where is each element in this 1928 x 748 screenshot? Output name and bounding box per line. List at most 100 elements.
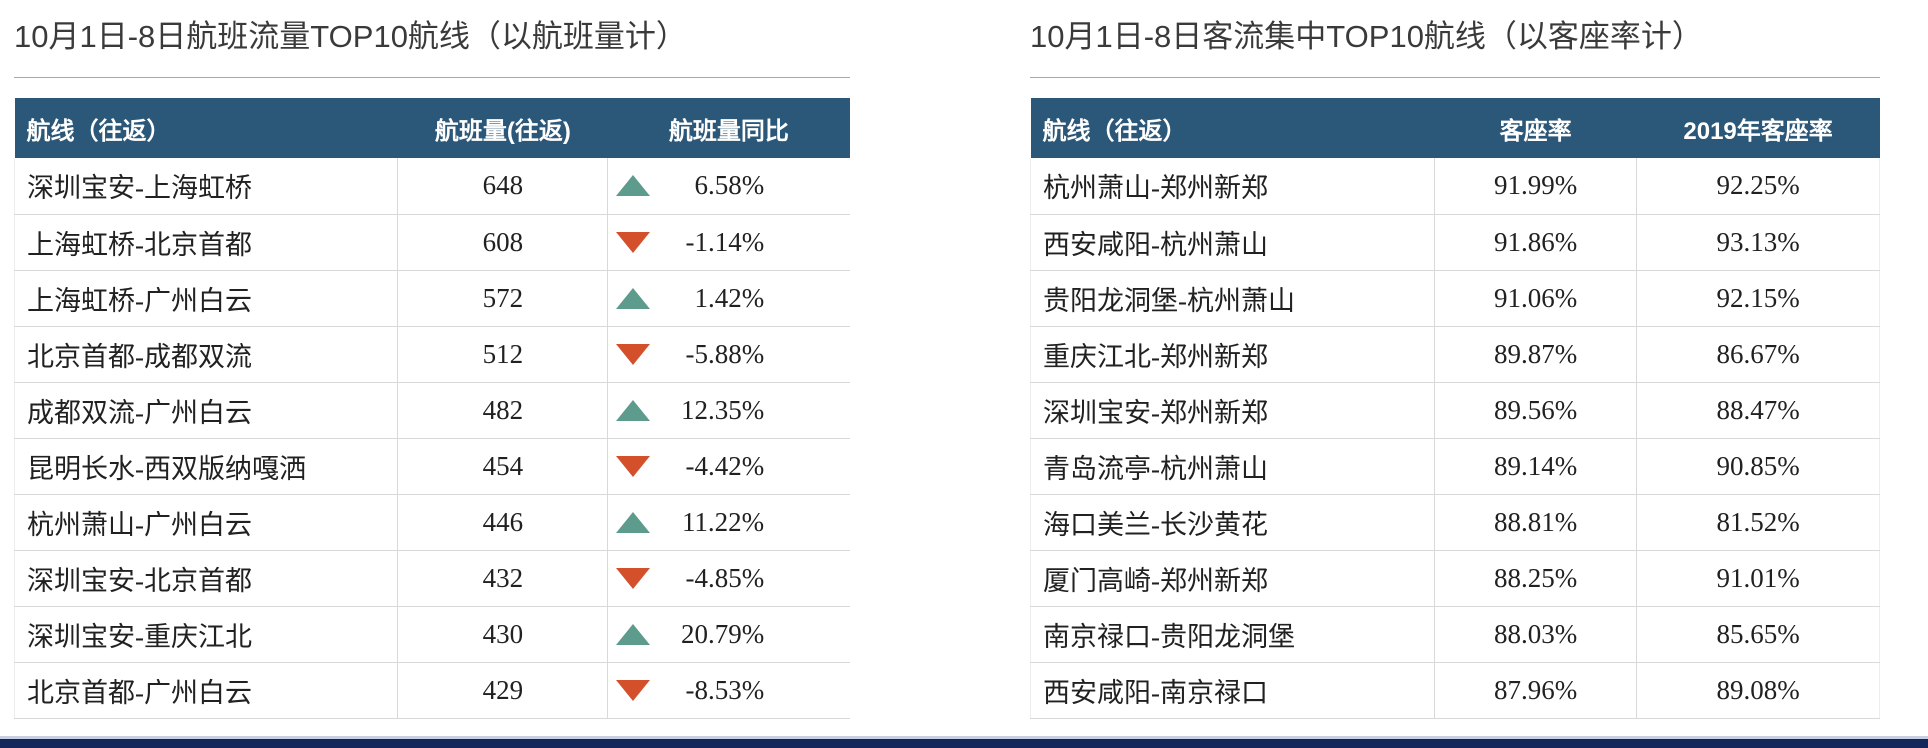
flight-count-cell: 482 [397,382,609,439]
flight-count-cell: 446 [397,494,609,551]
flight-yoy-cell: 1.42% [608,283,850,314]
flight-yoy-cell: -8.53% [608,675,850,706]
load-factor-2019-cell: 89.08% [1636,662,1880,719]
table-row: 杭州萧山-郑州新郑 91.99% 92.25% [1029,158,1880,215]
flight-count-cell: 608 [397,214,609,271]
load-factor-2019-cell: 81.52% [1636,494,1880,551]
route-cell: 杭州萧山-广州白云 [13,494,398,551]
load-factor-cell: 91.06% [1434,270,1638,327]
flight-yoy-cell: 11.22% [608,507,850,538]
load-factor-cell: 88.81% [1434,494,1638,551]
route-cell: 重庆江北-郑州新郑 [1029,326,1435,383]
load-factor-2019-cell: 86.67% [1636,326,1880,383]
bottom-divider-bar [0,736,1928,748]
table-row: 上海虹桥-广州白云 572 1.42% [13,270,850,327]
trend-down-icon [616,231,651,253]
load-factor-table-title: 10月1日-8日客流集中TOP10航线（以客座率计） [1030,14,1880,78]
trend-up-icon [616,287,651,309]
load-factor-2019-cell: 92.25% [1636,158,1880,215]
load-factor-cell: 87.96% [1434,662,1638,719]
trend-up-icon [616,623,651,645]
load-factor-table-section: 10月1日-8日客流集中TOP10航线（以客座率计） 航线（往返） 客座率 20… [1029,14,1880,719]
load-factor-header-row: 航线（往返） 客座率 2019年客座率 [1030,98,1880,158]
table-row: 杭州萧山-广州白云 446 11.22% [13,494,850,551]
table-row: 深圳宝安-上海虹桥 648 6.58% [13,158,850,215]
load-factor-2019-cell: 93.13% [1636,214,1880,271]
flight-yoy-value: 20.79% [680,618,765,649]
flight-yoy-cell: 12.35% [608,395,850,426]
load-factor-cell: 89.14% [1434,438,1638,495]
flight-count-cell: 430 [397,606,609,663]
load-factor-2019-cell: 92.15% [1636,270,1880,327]
column-header-flight-count: 航班量(往返) [397,98,608,158]
table-row: 北京首都-广州白云 429 -8.53% [13,662,850,719]
flight-yoy-value: 12.35% [680,394,765,425]
table-row: 上海虹桥-北京首都 608 -1.14% [13,214,850,271]
flight-yoy-value: 1.42% [694,282,765,313]
flight-yoy-value: -4.42% [685,450,765,481]
table-row: 深圳宝安-郑州新郑 89.56% 88.47% [1029,382,1880,439]
flight-volume-table-section: 10月1日-8日航班流量TOP10航线（以航班量计） 航线（往返） 航班量(往返… [13,14,850,719]
route-cell: 深圳宝安-北京首都 [13,550,398,607]
load-factor-cell: 91.86% [1434,214,1638,271]
load-factor-2019-cell: 85.65% [1636,606,1880,663]
route-cell: 厦门高崎-郑州新郑 [1029,550,1435,607]
route-cell: 西安咸阳-杭州萧山 [1029,214,1435,271]
route-cell: 北京首都-广州白云 [13,662,398,719]
flight-yoy-value: 11.22% [681,506,765,537]
flight-yoy-cell: -1.14% [608,227,850,258]
table-row: 海口美兰-长沙黄花 88.81% 81.52% [1029,494,1880,551]
load-factor-2019-cell: 90.85% [1636,438,1880,495]
flight-yoy-cell: 6.58% [608,170,850,201]
load-factor-cell: 89.56% [1434,382,1638,439]
column-header-route: 航线（往返） [1030,98,1435,158]
table-row: 成都双流-广州白云 482 12.35% [13,382,850,439]
flight-count-cell: 572 [397,270,609,327]
flight-yoy-cell: -4.85% [608,563,850,594]
flight-count-cell: 648 [397,158,609,215]
load-factor-2019-cell: 91.01% [1636,550,1880,607]
flight-yoy-cell: -5.88% [608,339,850,370]
flight-volume-header-row: 航线（往返） 航班量(往返) 航班量同比 [14,98,850,158]
route-cell: 深圳宝安-上海虹桥 [13,158,398,215]
flight-yoy-cell: -4.42% [608,451,850,482]
table-row: 青岛流亭-杭州萧山 89.14% 90.85% [1029,438,1880,495]
load-factor-cell: 88.03% [1434,606,1638,663]
table-row: 重庆江北-郑州新郑 89.87% 86.67% [1029,326,1880,383]
route-cell: 贵阳龙洞堡-杭州萧山 [1029,270,1435,327]
table-row: 贵阳龙洞堡-杭州萧山 91.06% 92.15% [1029,270,1880,327]
flight-count-cell: 429 [397,662,609,719]
column-header-load-factor: 客座率 [1434,98,1637,158]
table-row: 北京首都-成都双流 512 -5.88% [13,326,850,383]
load-factor-cell: 89.87% [1434,326,1638,383]
table-row: 深圳宝安-北京首都 432 -4.85% [13,550,850,607]
table-row: 深圳宝安-重庆江北 430 20.79% [13,606,850,663]
flight-yoy-value: -8.53% [685,674,765,705]
route-cell: 杭州萧山-郑州新郑 [1029,158,1435,215]
column-header-load-factor-2019: 2019年客座率 [1636,98,1880,158]
route-cell: 深圳宝安-重庆江北 [13,606,398,663]
flight-yoy-value: -5.88% [685,338,765,369]
column-header-flight-yoy: 航班量同比 [607,98,850,158]
route-cell: 北京首都-成都双流 [13,326,398,383]
route-cell: 上海虹桥-北京首都 [13,214,398,271]
column-header-route: 航线（往返） [14,98,398,158]
flight-yoy-value: 6.58% [694,170,765,201]
load-factor-table: 航线（往返） 客座率 2019年客座率 杭州萧山-郑州新郑 91.99% 92.… [1029,98,1880,719]
trend-up-icon [616,511,651,533]
flight-count-cell: 432 [397,550,609,607]
route-cell: 上海虹桥-广州白云 [13,270,398,327]
table-row: 昆明长水-西双版纳嘎洒 454 -4.42% [13,438,850,495]
route-cell: 深圳宝安-郑州新郑 [1029,382,1435,439]
load-factor-cell: 88.25% [1434,550,1638,607]
route-cell: 西安咸阳-南京禄口 [1029,662,1435,719]
route-cell: 海口美兰-长沙黄花 [1029,494,1435,551]
route-cell: 成都双流-广州白云 [13,382,398,439]
trend-down-icon [616,567,651,589]
trend-up-icon [616,175,651,197]
flight-yoy-cell: 20.79% [608,619,850,650]
load-factor-cell: 91.99% [1434,158,1638,215]
route-cell: 南京禄口-贵阳龙洞堡 [1029,606,1435,663]
load-factor-2019-cell: 88.47% [1636,382,1880,439]
